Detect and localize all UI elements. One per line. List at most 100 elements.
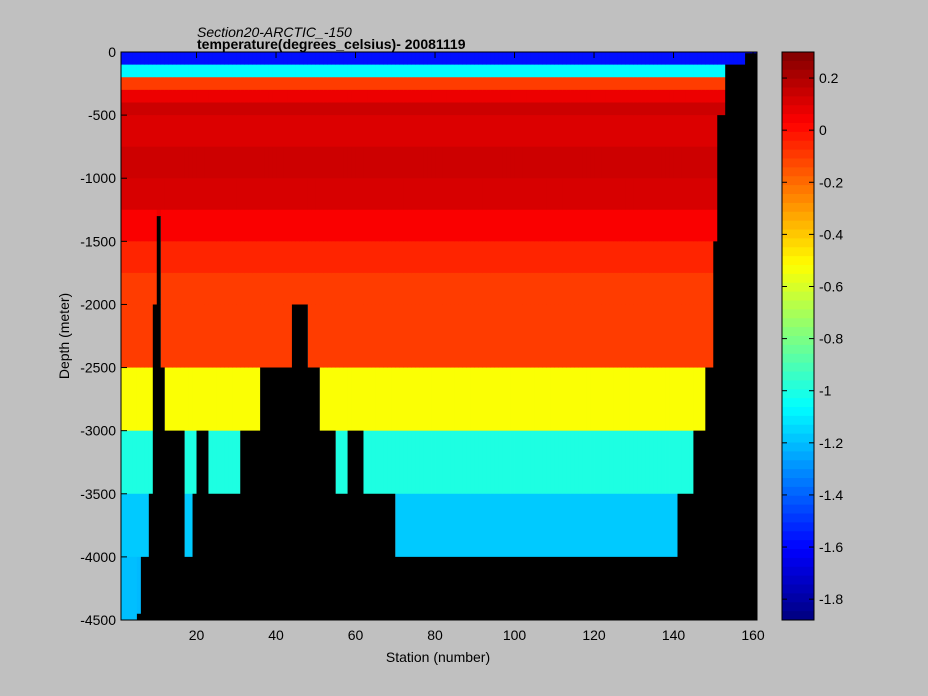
heatmap-cell <box>510 115 515 148</box>
heatmap-cell <box>172 146 178 179</box>
heatmap-cell <box>502 146 507 179</box>
heatmap-cell <box>474 430 480 495</box>
heatmap-cell <box>283 89 289 103</box>
heatmap-cell <box>335 146 341 179</box>
heatmap-cell <box>144 89 150 103</box>
heatmap-cell <box>506 241 511 274</box>
heatmap-cell <box>172 241 178 274</box>
heatmap-cell <box>395 115 400 148</box>
heatmap-cell <box>264 209 269 242</box>
heatmap-cell <box>450 146 456 179</box>
heatmap-cell <box>216 102 221 116</box>
heatmap-cell <box>407 89 412 103</box>
heatmap-cell <box>633 304 639 368</box>
heatmap-cell <box>268 52 273 66</box>
heatmap-cell <box>423 493 428 558</box>
heatmap-cell <box>542 64 547 78</box>
heatmap-cell <box>546 178 551 211</box>
heatmap-cell <box>208 102 213 116</box>
heatmap-cell <box>685 52 690 66</box>
heatmap-cell <box>645 102 651 116</box>
heatmap-cell <box>280 209 285 242</box>
heatmap-cell <box>665 102 670 116</box>
heatmap-cell <box>542 367 547 432</box>
heatmap-cell <box>375 52 380 66</box>
heatmap-cell <box>621 209 627 242</box>
heatmap-cell <box>224 52 229 66</box>
heatmap-cell <box>391 209 396 242</box>
heatmap-cell <box>399 89 404 103</box>
heatmap-cell <box>399 178 404 211</box>
heatmap-cell <box>574 178 579 211</box>
colorbar-swatch <box>782 407 814 417</box>
heatmap-cell <box>554 146 559 179</box>
heatmap-cell <box>550 272 555 305</box>
heatmap-cell <box>272 178 277 211</box>
heatmap-cell <box>331 367 337 432</box>
heatmap-cell <box>121 77 126 91</box>
heatmap-cell <box>574 102 579 116</box>
heatmap-cell <box>578 64 583 78</box>
colorbar-swatch <box>782 486 814 497</box>
heatmap-cell <box>136 178 142 211</box>
heatmap-cell <box>383 272 388 305</box>
heatmap-cell <box>411 89 416 103</box>
heatmap-cell <box>240 178 245 211</box>
heatmap-cell <box>148 430 154 495</box>
heatmap-cell <box>355 241 360 274</box>
heatmap-cell <box>164 77 170 91</box>
heatmap-cell <box>283 52 289 66</box>
heatmap-cell <box>621 115 627 148</box>
heatmap-cell <box>641 241 647 274</box>
heatmap-cell <box>415 493 420 558</box>
heatmap-cell <box>442 64 448 78</box>
heatmap-cell <box>216 64 221 78</box>
heatmap-cell <box>236 272 241 305</box>
heatmap-cell <box>152 64 158 78</box>
heatmap-cell <box>669 102 674 116</box>
heatmap-cell <box>351 64 356 78</box>
heatmap-cell <box>566 272 571 305</box>
heatmap-cell <box>244 146 249 179</box>
heatmap-cell <box>347 367 352 432</box>
heatmap-cell <box>582 77 587 91</box>
heatmap-cell <box>164 304 170 368</box>
heatmap-cell <box>574 64 579 78</box>
heatmap-cell <box>594 493 599 558</box>
heatmap-cell <box>514 209 519 242</box>
heatmap-cell <box>419 146 424 179</box>
heatmap-cell <box>717 89 722 103</box>
heatmap-cell <box>180 209 185 242</box>
heatmap-cell <box>462 115 468 148</box>
heatmap-cell <box>601 146 607 179</box>
heatmap-cell <box>347 102 352 116</box>
heatmap-cell <box>240 272 245 305</box>
heatmap-cell <box>466 493 472 558</box>
heatmap-cell <box>411 52 416 66</box>
heatmap-cell <box>633 102 639 116</box>
heatmap-cell <box>331 77 337 91</box>
heatmap-cell <box>625 115 631 148</box>
heatmap-cell <box>673 430 678 495</box>
heatmap-cell <box>124 556 130 621</box>
heatmap-cell <box>558 52 563 66</box>
heatmap-cell <box>327 52 333 66</box>
heatmap-cell <box>276 304 281 368</box>
colorbar-swatch <box>782 611 814 621</box>
heatmap-cell <box>176 89 182 103</box>
heatmap-cell <box>283 146 289 179</box>
heatmap-cell <box>435 241 440 274</box>
heatmap-cell <box>709 209 714 242</box>
heatmap-cell <box>498 493 503 558</box>
heatmap-cell <box>252 209 257 242</box>
heatmap-cell <box>395 178 400 211</box>
heatmap-cell <box>709 241 714 274</box>
heatmap-cell <box>657 64 663 78</box>
heatmap-cell <box>311 89 317 103</box>
heatmap-cell <box>387 52 392 66</box>
heatmap-cell <box>299 77 305 91</box>
heatmap-cell <box>613 146 619 179</box>
heatmap-cell <box>633 241 639 274</box>
heatmap-cell <box>609 304 615 368</box>
heatmap-cell <box>673 304 678 368</box>
